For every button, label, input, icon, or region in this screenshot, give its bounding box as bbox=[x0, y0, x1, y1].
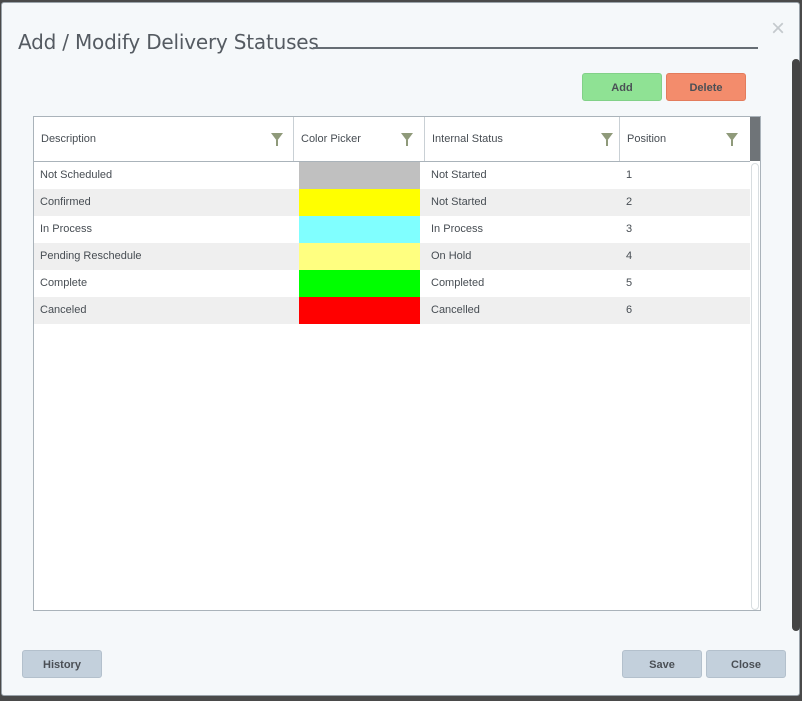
description-cell[interactable]: Confirmed bbox=[40, 196, 91, 208]
history-button[interactable]: History bbox=[22, 650, 102, 678]
title-divider bbox=[313, 47, 758, 49]
filter-icon[interactable] bbox=[271, 133, 283, 146]
delete-button[interactable]: Delete bbox=[666, 73, 746, 101]
internal-status-cell[interactable]: In Process bbox=[431, 223, 483, 235]
table-row[interactable]: Not Scheduled Not Started 1 bbox=[34, 162, 750, 189]
dialog-scrollbar[interactable] bbox=[792, 59, 800, 631]
column-header-internal-status[interactable]: Internal Status bbox=[425, 117, 620, 161]
dialog-title: Add / Modify Delivery Statuses bbox=[18, 30, 319, 54]
close-button[interactable]: Close bbox=[706, 650, 786, 678]
color-swatch[interactable] bbox=[299, 216, 420, 243]
table-row[interactable]: Canceled Cancelled 6 bbox=[34, 297, 750, 324]
description-cell[interactable]: Canceled bbox=[40, 304, 87, 316]
column-label: Position bbox=[627, 133, 667, 145]
save-button[interactable]: Save bbox=[622, 650, 702, 678]
table-row[interactable]: Complete Completed 5 bbox=[34, 270, 750, 297]
table-row[interactable]: In Process In Process 3 bbox=[34, 216, 750, 243]
description-cell[interactable]: Not Scheduled bbox=[40, 169, 113, 181]
internal-status-cell[interactable]: Not Started bbox=[431, 169, 487, 181]
color-picker-cell[interactable] bbox=[299, 189, 420, 216]
position-cell[interactable]: 1 bbox=[626, 169, 633, 181]
description-cell[interactable]: In Process bbox=[40, 223, 92, 235]
column-header-color-picker[interactable]: Color Picker bbox=[294, 117, 425, 161]
column-label: Internal Status bbox=[432, 133, 503, 145]
grid-header: Description Color Picker Internal Status… bbox=[34, 117, 750, 162]
internal-status-cell[interactable]: Cancelled bbox=[431, 304, 480, 316]
color-swatch[interactable] bbox=[299, 297, 420, 324]
color-picker-cell[interactable] bbox=[299, 297, 420, 324]
column-header-position[interactable]: Position bbox=[620, 117, 750, 161]
close-icon[interactable]: × bbox=[770, 15, 785, 42]
position-cell[interactable]: 5 bbox=[626, 277, 633, 289]
statuses-grid: Description Color Picker Internal Status… bbox=[33, 116, 761, 611]
internal-status-cell[interactable]: Completed bbox=[431, 277, 485, 289]
table-row[interactable]: Confirmed Not Started 2 bbox=[34, 189, 750, 216]
filter-icon[interactable] bbox=[601, 133, 613, 146]
position-cell[interactable]: 3 bbox=[626, 223, 633, 235]
color-picker-cell[interactable] bbox=[299, 270, 420, 297]
internal-status-cell[interactable]: On Hold bbox=[431, 250, 472, 262]
color-picker-cell[interactable] bbox=[299, 162, 420, 189]
internal-status-cell[interactable]: Not Started bbox=[431, 196, 487, 208]
filter-icon[interactable] bbox=[726, 133, 738, 146]
add-button[interactable]: Add bbox=[582, 73, 662, 101]
color-swatch[interactable] bbox=[299, 270, 420, 297]
color-picker-cell[interactable] bbox=[299, 243, 420, 270]
column-header-description[interactable]: Description bbox=[34, 117, 294, 161]
position-cell[interactable]: 2 bbox=[626, 196, 633, 208]
column-label: Description bbox=[41, 133, 97, 145]
description-cell[interactable]: Pending Reschedule bbox=[40, 250, 142, 262]
color-swatch[interactable] bbox=[299, 243, 420, 270]
column-label: Color Picker bbox=[301, 133, 361, 145]
position-cell[interactable]: 4 bbox=[626, 250, 633, 262]
color-swatch[interactable] bbox=[299, 189, 420, 216]
description-cell[interactable]: Complete bbox=[40, 277, 88, 289]
grid-scrollbar[interactable] bbox=[751, 163, 759, 610]
position-cell[interactable]: 6 bbox=[626, 304, 633, 316]
filter-icon[interactable] bbox=[401, 133, 413, 146]
color-picker-cell[interactable] bbox=[299, 216, 420, 243]
table-row[interactable]: Pending Reschedule On Hold 4 bbox=[34, 243, 750, 270]
scrollbar-header-thumb[interactable] bbox=[750, 117, 760, 161]
color-swatch[interactable] bbox=[299, 162, 420, 189]
